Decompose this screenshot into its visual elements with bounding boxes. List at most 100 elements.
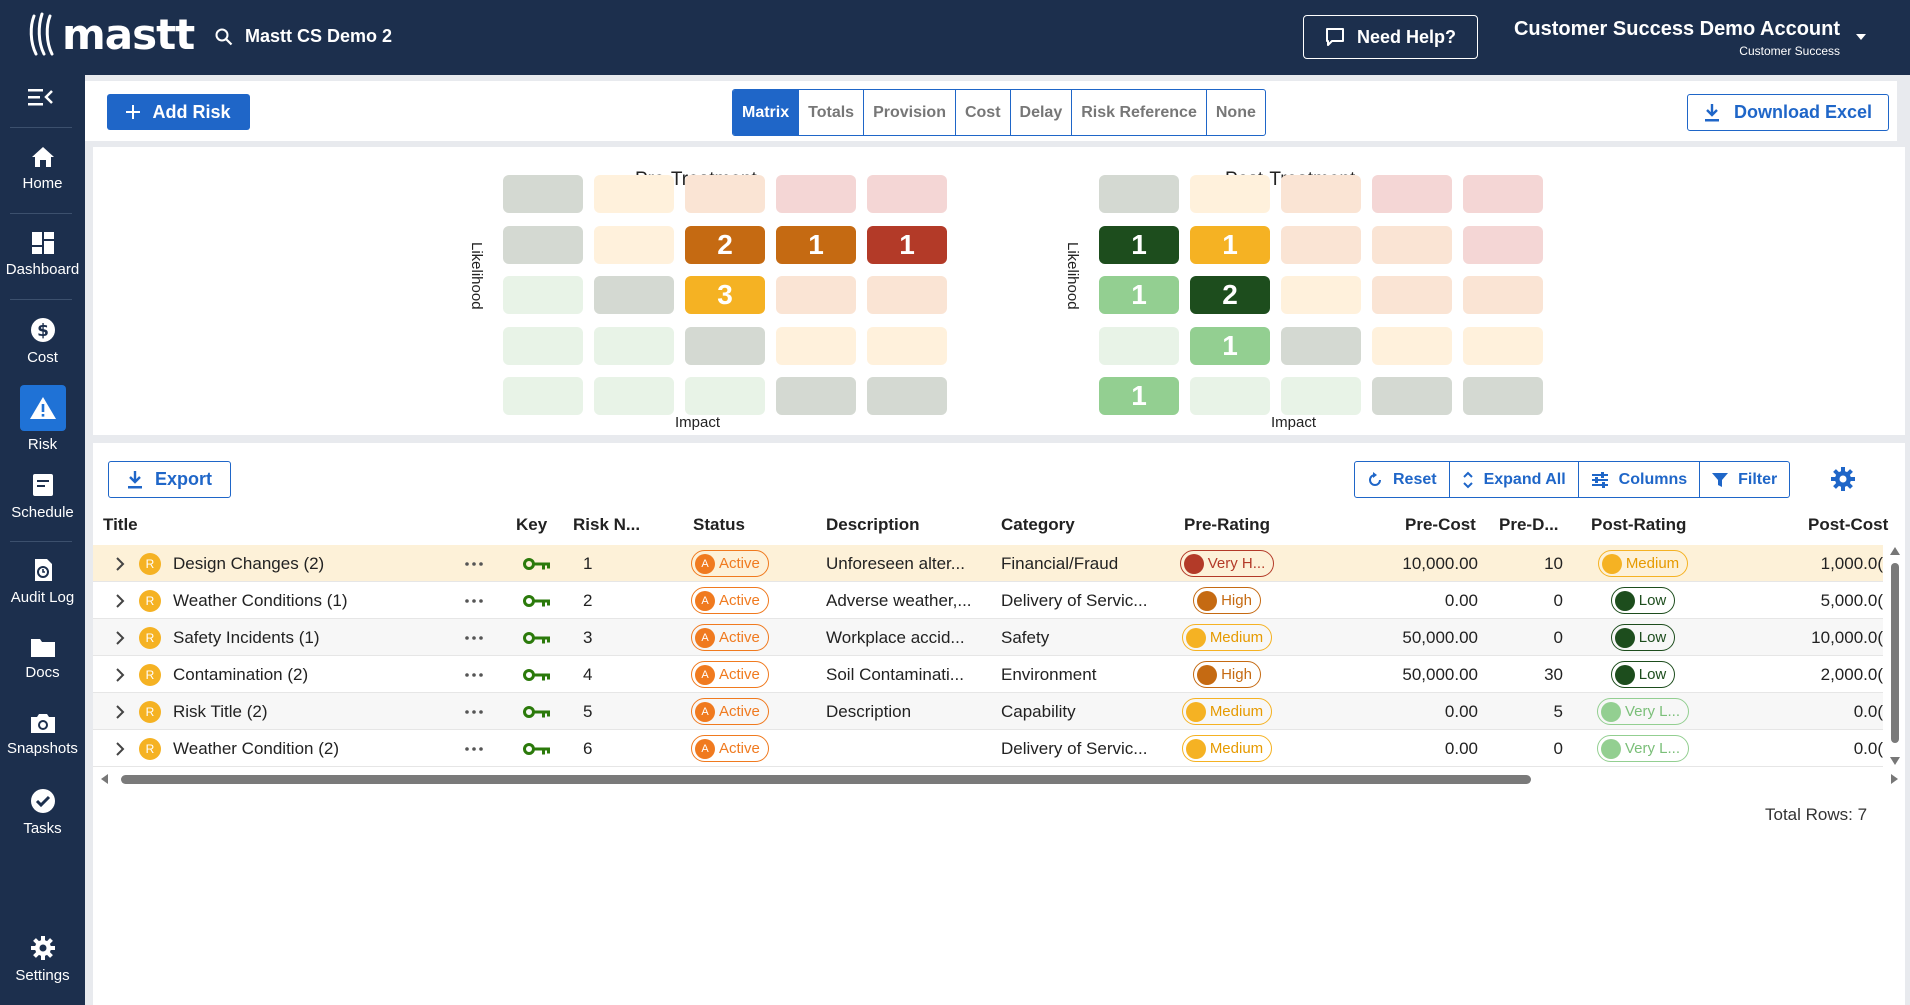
tab-provision[interactable]: Provision xyxy=(863,90,955,135)
scroll-left-icon[interactable] xyxy=(101,774,109,784)
matrix-cell[interactable] xyxy=(776,175,856,213)
matrix-cell[interactable]: 1 xyxy=(1099,377,1179,415)
key-icon[interactable] xyxy=(523,545,551,582)
row-more-options-icon[interactable] xyxy=(465,545,483,582)
filter-button[interactable]: Filter xyxy=(1699,462,1789,497)
sidebar-item-docs[interactable]: Docs xyxy=(0,636,85,681)
tab-delay[interactable]: Delay xyxy=(1009,90,1072,135)
col-title[interactable]: Title xyxy=(103,515,138,534)
matrix-cell[interactable]: 1 xyxy=(1099,276,1179,314)
matrix-cell[interactable] xyxy=(503,377,583,415)
collapse-menu-icon[interactable] xyxy=(28,87,54,107)
matrix-cell[interactable] xyxy=(867,326,947,365)
vertical-scrollbar[interactable] xyxy=(1888,545,1902,770)
sidebar-item-home[interactable]: Home xyxy=(0,145,85,192)
matrix-cell[interactable] xyxy=(594,326,674,365)
table-row[interactable]: R Contamination (2) 4 A Active Soil Contam… xyxy=(93,656,1883,693)
risk-title-cell[interactable]: R Weather Conditions (1) xyxy=(139,582,348,619)
expand-row-chevron-icon[interactable] xyxy=(115,545,125,582)
table-row[interactable]: R Safety Incidents (1) 3 A Active Workplac… xyxy=(93,619,1883,656)
matrix-cell[interactable] xyxy=(1372,225,1452,264)
matrix-cell[interactable] xyxy=(776,276,856,314)
sidebar-item-schedule[interactable]: Schedule xyxy=(0,472,85,521)
matrix-cell[interactable] xyxy=(503,326,583,365)
risk-title-cell[interactable]: R Safety Incidents (1) xyxy=(139,619,319,656)
matrix-cell[interactable] xyxy=(1372,377,1452,415)
tab-totals[interactable]: Totals xyxy=(798,90,863,135)
key-icon[interactable] xyxy=(523,619,551,656)
matrix-cell[interactable]: 2 xyxy=(685,225,765,264)
sidebar-item-audit-log[interactable]: Audit Log xyxy=(0,557,85,606)
mastt-logo[interactable]: mastt xyxy=(28,10,195,60)
expand-row-chevron-icon[interactable] xyxy=(115,619,125,656)
horizontal-scrollbar[interactable] xyxy=(93,770,1905,788)
matrix-cell[interactable] xyxy=(1463,276,1543,314)
matrix-cell[interactable] xyxy=(594,175,674,213)
row-more-options-icon[interactable] xyxy=(465,730,483,767)
expand-all-button[interactable]: Expand All xyxy=(1448,462,1578,497)
row-more-options-icon[interactable] xyxy=(465,656,483,693)
key-icon[interactable] xyxy=(523,656,551,693)
matrix-cell[interactable] xyxy=(685,326,765,365)
expand-row-chevron-icon[interactable] xyxy=(115,656,125,693)
matrix-cell[interactable] xyxy=(1372,276,1452,314)
account-menu[interactable]: Customer Success Demo Account Customer S… xyxy=(1500,18,1840,58)
add-risk-button[interactable]: Add Risk xyxy=(107,94,250,130)
table-row[interactable]: R Weather Condition (2) 6 A Active Deliver… xyxy=(93,730,1883,767)
expand-row-chevron-icon[interactable] xyxy=(115,693,125,730)
matrix-cell[interactable] xyxy=(1281,225,1361,264)
col-pre-cost[interactable]: Pre-Cost xyxy=(1405,515,1476,534)
col-category[interactable]: Category xyxy=(1001,515,1075,534)
matrix-cell[interactable] xyxy=(503,276,583,314)
matrix-cell[interactable] xyxy=(867,175,947,213)
key-icon[interactable] xyxy=(523,582,551,619)
matrix-cell[interactable] xyxy=(594,225,674,264)
matrix-cell[interactable] xyxy=(1190,175,1270,213)
col-post-cost[interactable]: Post-Cost xyxy=(1808,515,1889,534)
matrix-cell[interactable] xyxy=(867,377,947,415)
project-selector[interactable]: Mastt CS Demo 2 xyxy=(215,26,392,47)
risk-title-cell[interactable]: R Contamination (2) xyxy=(139,656,308,693)
matrix-cell[interactable]: 2 xyxy=(1190,276,1270,314)
matrix-cell[interactable] xyxy=(1281,175,1361,213)
matrix-cell[interactable] xyxy=(1281,377,1361,415)
key-icon[interactable] xyxy=(523,730,551,767)
col-post-rating[interactable]: Post-Rating xyxy=(1591,515,1687,534)
key-icon[interactable] xyxy=(523,693,551,730)
columns-button[interactable]: Columns xyxy=(1577,462,1699,497)
col-status[interactable]: Status xyxy=(693,515,745,534)
tab-matrix[interactable]: Matrix xyxy=(733,90,799,135)
col-pre-rating[interactable]: Pre-Rating xyxy=(1184,515,1270,534)
sidebar-item-tasks[interactable]: Tasks xyxy=(0,788,85,837)
sidebar-item-settings[interactable]: Settings xyxy=(0,935,85,984)
horizontal-scroll-thumb[interactable] xyxy=(121,775,1531,784)
matrix-cell[interactable] xyxy=(1190,377,1270,415)
expand-row-chevron-icon[interactable] xyxy=(115,730,125,767)
download-excel-button[interactable]: Download Excel xyxy=(1687,94,1889,131)
matrix-cell[interactable]: 1 xyxy=(1099,225,1179,264)
col-key[interactable]: Key xyxy=(516,515,548,534)
table-row[interactable]: R Weather Conditions (1) 2 A Active Advers… xyxy=(93,582,1883,619)
table-row[interactable]: R Risk Title (2) 5 A Active Description Ca… xyxy=(93,693,1883,730)
matrix-cell[interactable] xyxy=(1281,276,1361,314)
matrix-cell[interactable] xyxy=(503,175,583,213)
sidebar-item-cost[interactable]: $ Cost xyxy=(0,317,85,366)
col-risk-number[interactable]: Risk N... xyxy=(573,515,641,534)
sidebar-item-dashboard[interactable]: Dashboard xyxy=(0,231,85,278)
sidebar-item-risk[interactable]: Risk xyxy=(0,385,85,453)
matrix-cell[interactable] xyxy=(776,377,856,415)
grid-settings-gear-icon[interactable] xyxy=(1830,466,1856,492)
risk-title-cell[interactable]: R Design Changes (2) xyxy=(139,545,324,582)
scroll-up-icon[interactable] xyxy=(1890,547,1900,555)
reset-button[interactable]: Reset xyxy=(1355,462,1449,497)
scroll-right-icon[interactable] xyxy=(1890,774,1898,784)
matrix-cell[interactable] xyxy=(1463,326,1543,365)
need-help-button[interactable]: Need Help? xyxy=(1303,15,1478,59)
matrix-cell[interactable] xyxy=(867,276,947,314)
col-description[interactable]: Description xyxy=(826,515,920,534)
col-pre-delay[interactable]: Pre-D... xyxy=(1499,515,1559,534)
matrix-cell[interactable] xyxy=(776,326,856,365)
caret-down-icon[interactable] xyxy=(1855,33,1867,41)
matrix-cell[interactable] xyxy=(1099,175,1179,213)
matrix-cell[interactable]: 3 xyxy=(685,276,765,314)
